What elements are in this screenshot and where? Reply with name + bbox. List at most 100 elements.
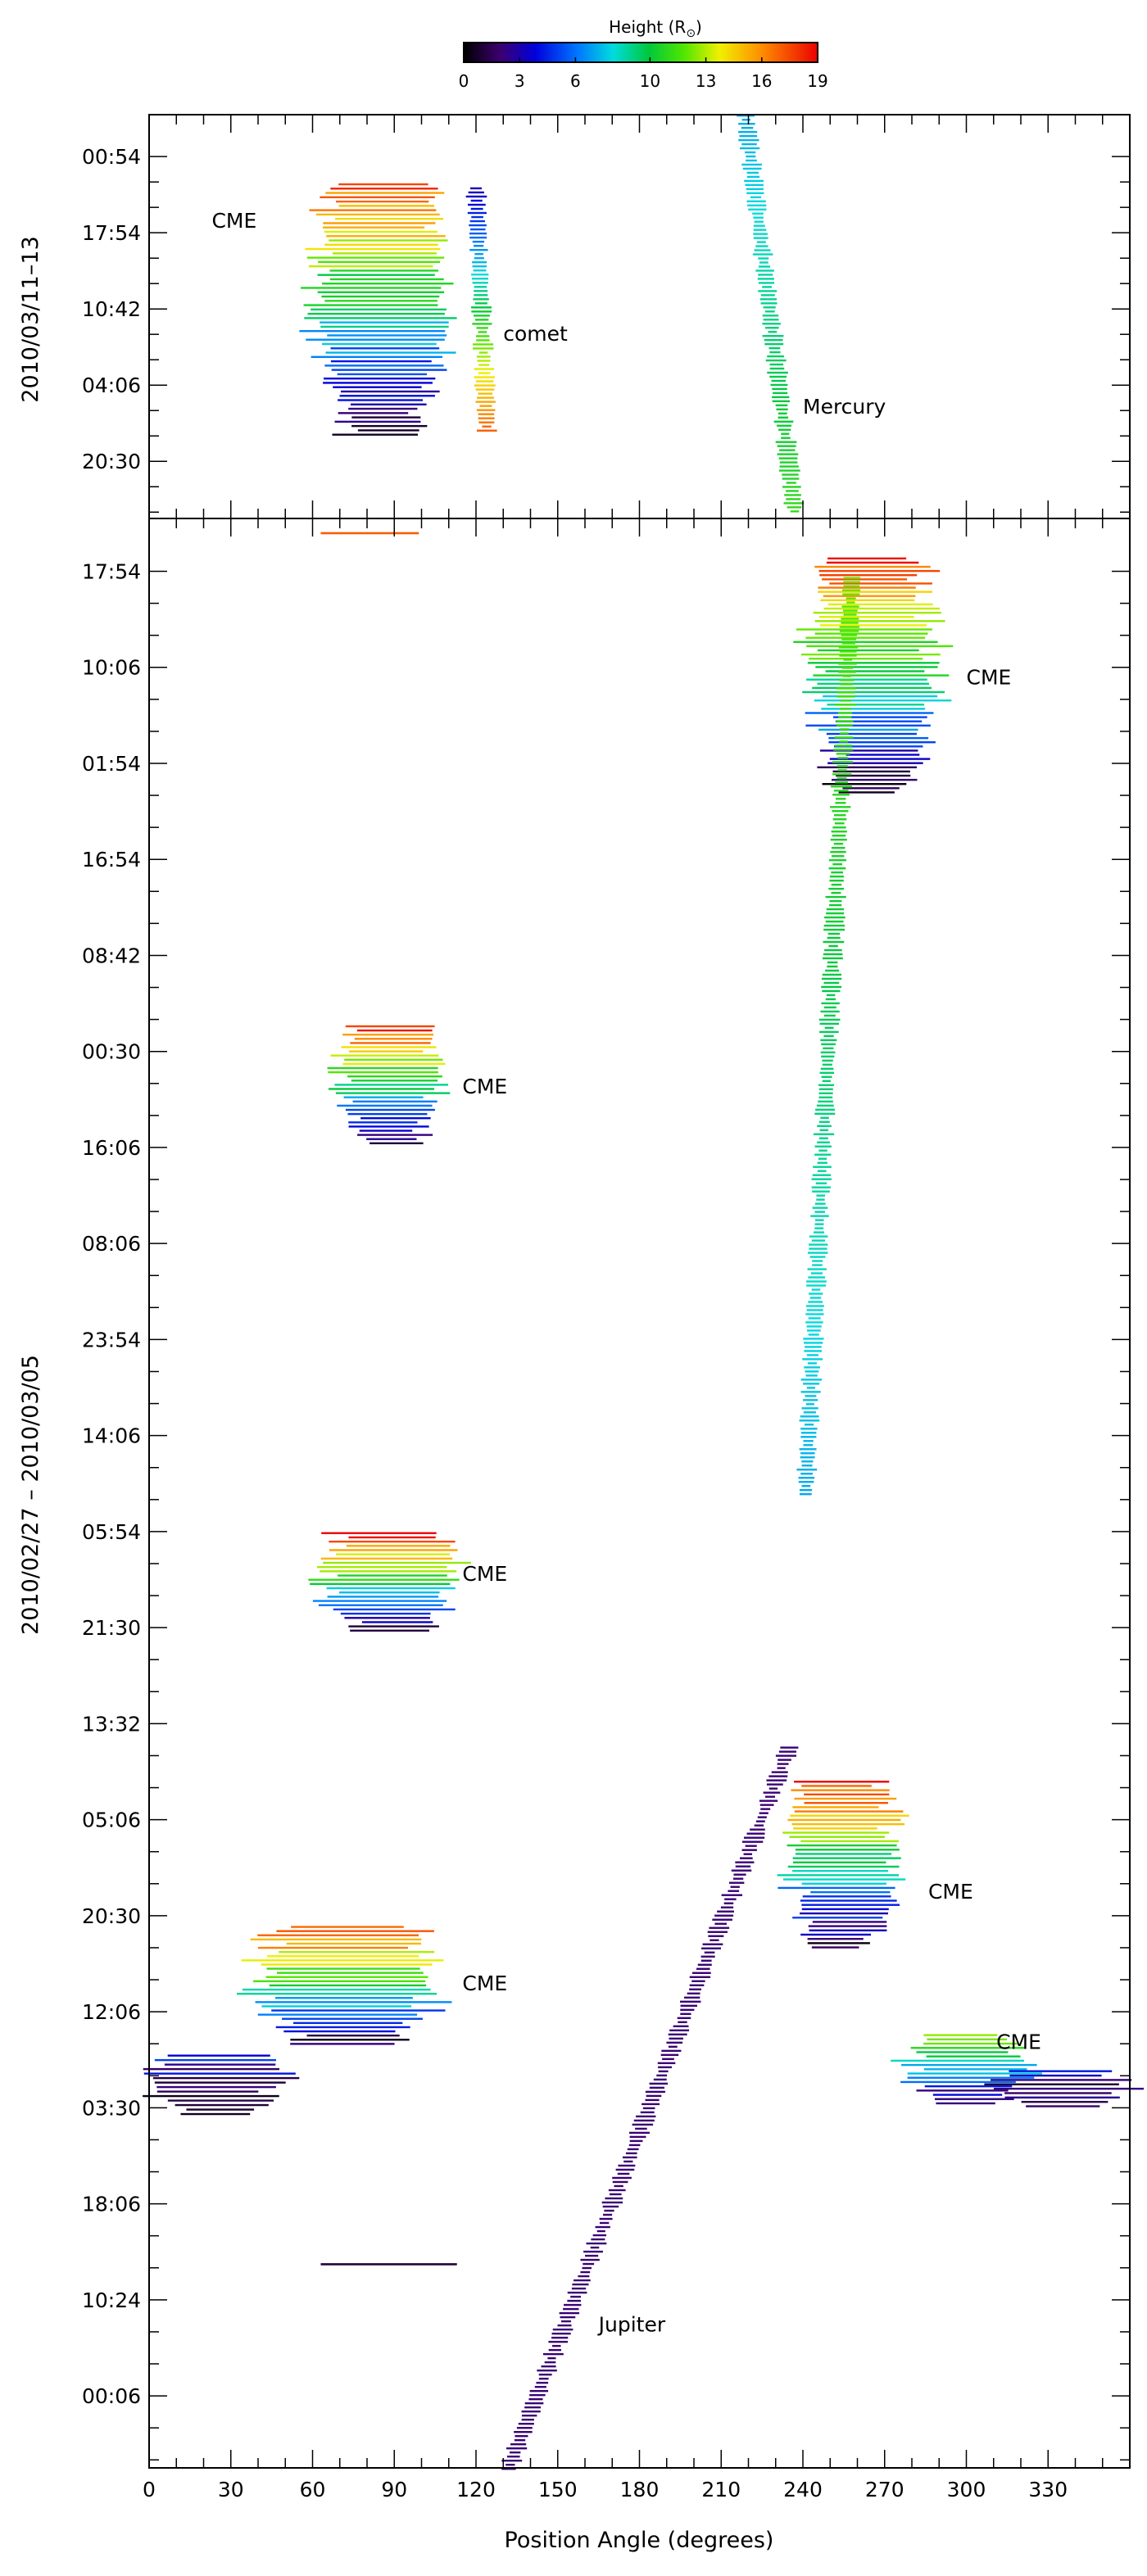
data-row [338,205,435,207]
colorbar-segment [700,43,702,62]
colorbar-segment [672,43,674,62]
data-row [819,624,927,627]
track-point [529,2389,549,2393]
track-point [824,948,842,952]
data-row [792,1806,879,1809]
data-row [315,213,440,216]
data-row [927,2038,1007,2041]
colorbar-segment [775,43,778,62]
track-point [811,1178,832,1180]
track-point [783,502,805,505]
track-point [580,2270,591,2274]
colorbar-segment [577,43,579,62]
track-point [812,1260,823,1262]
track-point [764,310,775,313]
track-point [754,249,771,251]
track-point [843,613,857,616]
track-point [476,327,488,329]
x-tick-label: 330 [1028,2478,1068,2501]
track-point [821,1043,836,1046]
track-point [746,1832,765,1835]
track-point [837,757,849,759]
track-point [775,1754,797,1757]
track-point [778,412,787,415]
colorbar-segment [598,43,601,62]
track-point [700,1955,715,1958]
colorbar-segment [737,43,740,62]
track-point [806,1280,827,1283]
colorbar-segment [654,43,656,62]
track-point [617,2172,630,2175]
x-tick-label: 120 [456,2478,496,2501]
data-row [352,1100,437,1102]
track-point [839,732,849,735]
track-point [841,642,855,645]
colorbar-segment [575,43,578,62]
track-point [818,1120,830,1123]
colorbar-segment [770,43,773,62]
track-point [601,2201,623,2204]
track-point [615,2168,635,2171]
data-row [819,749,918,752]
colorbar-segment [805,43,807,62]
track-point [809,1235,828,1238]
y-tick-label: 12:06 [82,2000,141,2024]
colorbar-segment [788,43,791,62]
track-point [471,278,488,280]
data-row [330,347,440,350]
data-row [343,1096,424,1098]
colorbar-segment [767,43,769,62]
data-row [290,2043,395,2045]
y-tick-label: 00:30 [82,1040,141,1064]
colorbar-segment [551,43,553,62]
colorbar-segment [741,43,743,62]
track-point [548,2340,568,2343]
annotation-label: CME [211,209,256,233]
colorbar-segment [760,43,763,62]
data-row [818,728,918,731]
track-point [583,2262,595,2266]
y-tick-label: 23:54 [82,1328,141,1351]
colorbar-segment [495,43,497,62]
colorbar-segment [588,43,591,62]
data-row [794,1781,890,1783]
track-point [635,2127,647,2130]
data-row [818,649,919,652]
colorbar-segment [567,43,569,62]
track-point [548,2348,561,2352]
track-point [843,577,861,579]
data-row [318,1604,443,1606]
colorbar-segment [516,43,519,62]
track-point [625,2152,637,2155]
track-point [759,1812,768,1814]
colorbar-segment [690,43,692,62]
track-point [473,269,487,272]
data-row [791,1789,890,1791]
track-point [649,2082,669,2085]
annotation-label: Mercury [803,395,886,419]
track-point [843,581,861,583]
track-point [807,1362,817,1365]
data-row [838,791,895,794]
track-point [750,196,762,199]
colorbar-segment [611,43,614,62]
data-row [827,762,923,764]
data-row [806,645,954,648]
track-point [832,773,852,776]
data-row [186,2108,255,2111]
colorbar-segment [800,43,802,62]
track-point [595,2225,610,2229]
track-point [479,405,492,407]
colorbar-segment [764,43,766,62]
track-point [465,195,487,198]
track-point [475,335,490,337]
track-point [524,2402,544,2405]
track-point [813,1133,835,1135]
track-point [818,1088,833,1091]
data-row [341,390,440,393]
data-row [242,1988,431,1991]
colorbar-segment [678,43,681,62]
track-point [820,1116,829,1119]
track-point [820,1010,840,1013]
track-point [806,1284,827,1287]
